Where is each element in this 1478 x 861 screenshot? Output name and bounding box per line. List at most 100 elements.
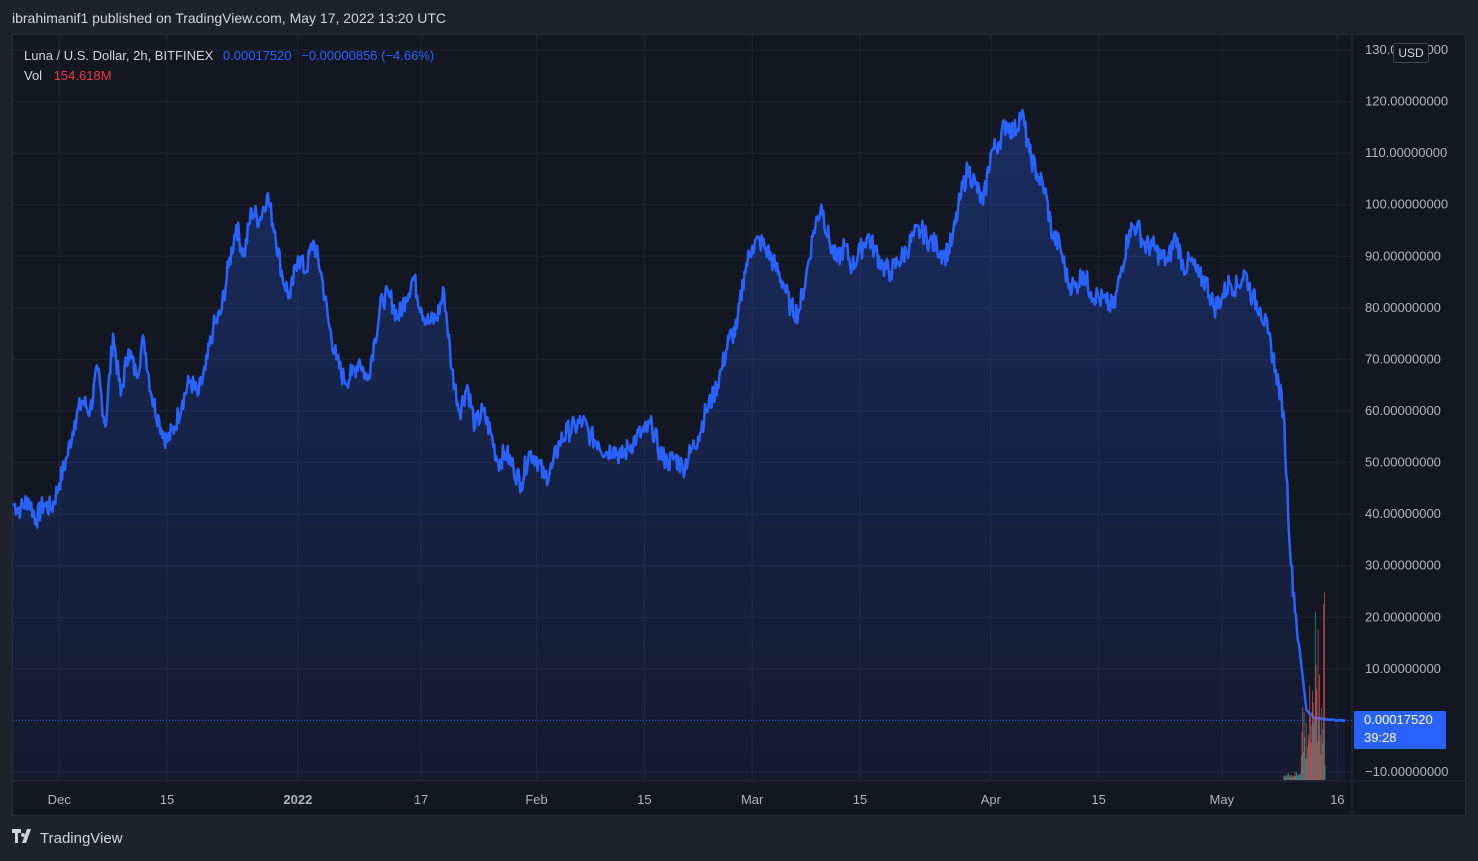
volume-bar [1316,689,1318,780]
volume-bar [1317,629,1319,780]
symbol-label[interactable]: Luna / U.S. Dollar, 2h, BITFINEX [24,48,214,63]
volume-bar [1320,753,1322,780]
volume-bar [1314,611,1316,780]
volume-bar [1299,774,1301,780]
volume-bar [1297,774,1299,780]
x-tick-label: 15 [160,792,174,807]
volume-bar [1295,775,1297,780]
volume-bar [1303,712,1305,780]
x-tick-label: Apr [981,792,1002,807]
volume-bar [1309,685,1311,780]
footer: TradingView [12,829,123,848]
volume-bar [1312,702,1314,780]
volume-bar [1305,722,1307,780]
volume-bar [1312,690,1313,780]
x-tick-label: Mar [741,792,764,807]
volume-bar [1321,708,1323,780]
volume-bar [1323,603,1325,780]
volume-bar [1296,775,1298,780]
volume-bar [1317,742,1318,780]
x-tick-label: May [1210,792,1235,807]
x-tick-label: Dec [48,792,72,807]
y-tick-label: 70.00000000 [1365,351,1441,366]
x-tick-label: 16 [1330,792,1344,807]
volume-bar [1289,776,1290,780]
volume-bar [1286,774,1288,780]
volume-bar [1292,777,1294,780]
y-tick-label: 80.00000000 [1365,300,1441,315]
volume-bar [1284,774,1285,780]
x-tick-label: 15 [1091,792,1105,807]
volume-bar [1307,746,1309,780]
volume-bar [1300,755,1302,780]
x-tick-label: 17 [414,792,428,807]
volume-bar [1318,720,1320,780]
volume-label[interactable]: Vol [24,68,43,83]
last-price: 0.00017520 [222,48,292,63]
bar-countdown: 39:28 [1364,730,1397,745]
volume-bar [1286,776,1288,780]
volume-bar [1310,742,1312,780]
price-tag-value: 0.00017520 [1364,712,1433,727]
y-tick-label: 100.00000000 [1365,197,1448,212]
volume-bar [1298,775,1299,780]
volume-bar [1306,758,1308,780]
y-tick-label: 90.00000000 [1365,248,1441,263]
volume-bar [1302,706,1304,780]
volume-bar [1285,777,1287,780]
volume-bar [1304,737,1306,780]
volume-bar [1293,775,1295,780]
volume-bar [1324,592,1325,780]
y-tick-label: 120.00000000 [1365,94,1448,109]
volume-bar [1296,772,1297,780]
volume-bar [1301,732,1303,780]
y-tick-label: 50.00000000 [1365,455,1441,470]
volume-bar [1291,774,1292,780]
y-tick-label: 110.00000000 [1365,145,1447,160]
volume-bar [1324,765,1326,780]
volume-bar [1287,772,1289,780]
price-change: −0.00000856 (−4.66%) [301,48,435,63]
volume-value: 154.618M [53,68,112,83]
volume-bar [1284,776,1286,780]
x-tick-label: Feb [525,792,547,807]
volume-bar [1321,743,1323,780]
tradingview-logo-icon[interactable] [12,829,34,848]
x-tick-label: 15 [637,792,651,807]
volume-bar [1322,728,1324,780]
volume-bar [1300,773,1302,780]
volume-bar [1283,776,1285,780]
currency-button[interactable]: USD [1393,43,1429,63]
volume-bar [1305,758,1306,780]
volume-bar [1288,773,1290,780]
volume-bar [1298,773,1300,780]
volume-bar [1313,722,1315,780]
published-header: ibrahimanif1 published on TradingView.co… [12,10,446,26]
y-tick-label: 20.00000000 [1365,609,1441,624]
volume-bar [1319,735,1321,780]
x-tick-label: 2022 [283,792,312,807]
volume-bar [1293,775,1295,780]
volume-bar [1290,775,1292,780]
y-tick-label: 60.00000000 [1365,403,1441,418]
y-tick-label: 10.00000000 [1365,661,1441,676]
y-tick-label: 30.00000000 [1365,558,1441,573]
series-legend: Luna / U.S. Dollar, 2h, BITFINEX 0.00017… [24,46,434,86]
volume-bar [1310,717,1311,780]
y-tick-label: −10.00000000 [1365,764,1449,779]
volume-bar [1308,740,1310,780]
volume-bar [1289,776,1291,780]
price-line [12,108,1346,723]
brand-name[interactable]: TradingView [40,830,123,847]
volume-bar [1311,725,1313,780]
volume-bar [1303,751,1304,780]
volume-bar [1307,734,1309,780]
last-price-tag: 0.00017520 39:28 [1354,711,1446,749]
volume-bar [1319,674,1320,780]
volume-bar [1314,719,1316,780]
price-area-fill [13,110,1345,782]
volume-bar [1294,772,1296,780]
volume-bar [1291,776,1293,780]
x-tick-label: 15 [853,792,867,807]
